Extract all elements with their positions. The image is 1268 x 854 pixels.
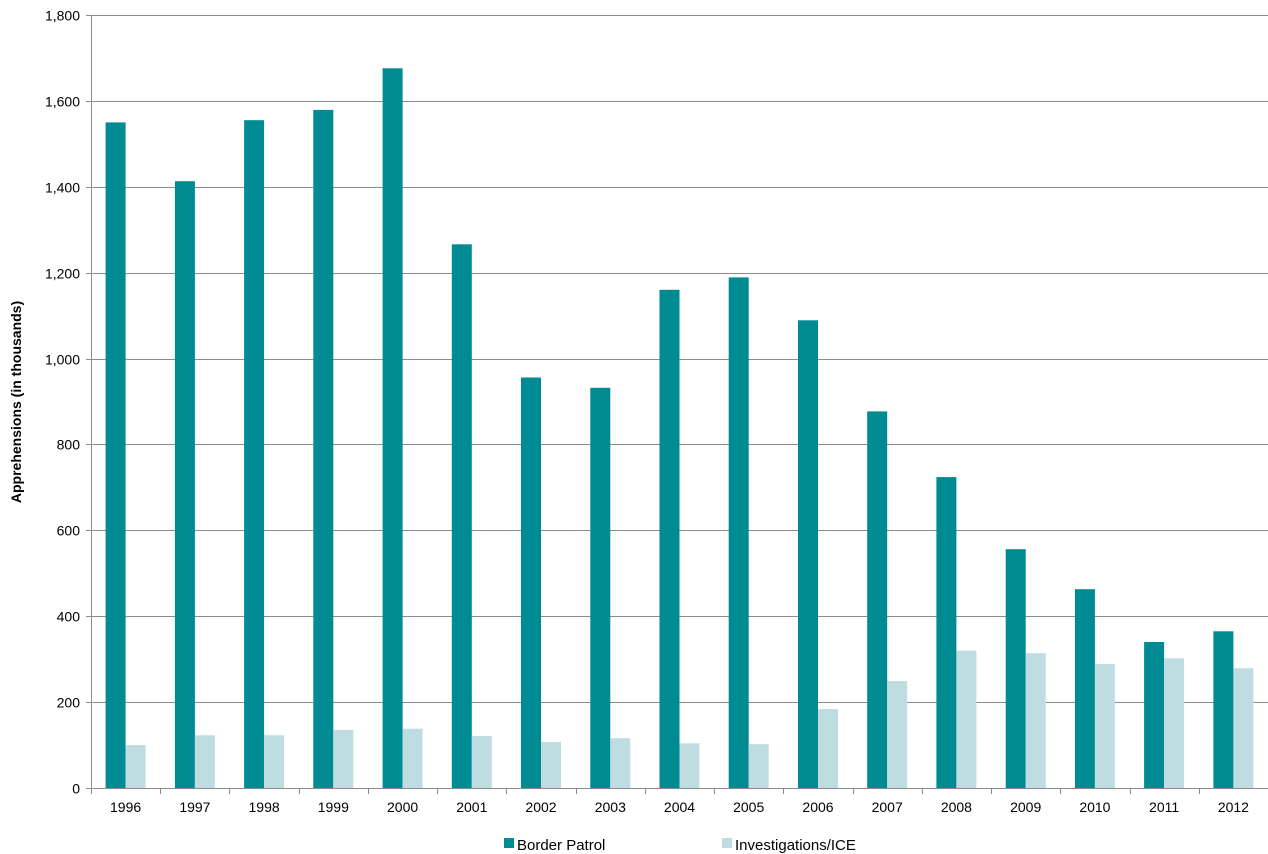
axes: [86, 15, 1268, 794]
bar-border-patrol: [174, 181, 195, 788]
bar-investigations-ice: [1025, 653, 1046, 788]
y-tick-label: 800: [57, 437, 81, 453]
bar-border-patrol: [451, 244, 472, 789]
x-tick-label: 2010: [1079, 799, 1110, 815]
x-tick-label: 1997: [179, 799, 210, 815]
legend-swatch-border-patrol: [504, 838, 514, 848]
bar-border-patrol: [1213, 631, 1234, 788]
y-tick-label: 400: [57, 609, 81, 625]
bars: [105, 68, 1254, 789]
bar-border-patrol: [728, 277, 749, 788]
bar-investigations-ice: [264, 735, 285, 788]
bar-border-patrol: [590, 387, 611, 788]
legend-label-border-patrol: Border Patrol: [517, 837, 605, 854]
x-tick-labels: 1996 1997 1998 1999 2000 2001 2002 2003 2004 2005…: [110, 799, 1249, 815]
x-tick-label: 2004: [664, 799, 695, 815]
bar-investigations-ice: [818, 709, 838, 788]
bar-investigations-ice: [1233, 668, 1254, 788]
bar-border-patrol: [936, 477, 957, 788]
bar-investigations-ice: [471, 736, 492, 788]
bar-investigations-ice: [887, 681, 908, 788]
x-tick-label: 2011: [1149, 799, 1179, 815]
y-tick-labels: 0 200 400 600 800 1,000 1,200 1,400 1,600 1,800: [45, 8, 80, 797]
x-tick-label: 2012: [1218, 799, 1249, 815]
y-tick-label: 200: [57, 695, 81, 711]
bar-border-patrol: [1074, 589, 1095, 788]
bar-investigations-ice: [679, 743, 700, 788]
x-tick-label: 2007: [872, 799, 903, 815]
bar-investigations-ice: [333, 730, 354, 788]
x-tick-label: 1998: [249, 799, 280, 815]
bar-border-patrol: [798, 320, 818, 788]
y-tick-label: 1,400: [45, 180, 80, 196]
bar-border-patrol: [244, 120, 265, 788]
y-tick-label: 1,800: [45, 8, 80, 24]
y-tick-label: 600: [57, 523, 81, 539]
bar-border-patrol: [659, 289, 680, 788]
x-tick-label: 1996: [110, 799, 141, 815]
bar-border-patrol: [521, 377, 541, 788]
bar-border-patrol: [313, 109, 334, 788]
bar-investigations-ice: [541, 742, 561, 788]
x-tick-label: 2005: [733, 799, 764, 815]
bar-border-patrol: [1005, 549, 1026, 788]
bar-investigations-ice: [1094, 663, 1115, 788]
bar-border-patrol: [1144, 642, 1165, 788]
bar-border-patrol: [105, 122, 126, 788]
bar-investigations-ice: [125, 745, 146, 788]
bar-investigations-ice: [1164, 658, 1185, 788]
x-tick-label: 2008: [941, 799, 972, 815]
x-tick-label: 2000: [387, 799, 418, 815]
x-tick-label: 1999: [318, 799, 349, 815]
bar-border-patrol: [867, 411, 888, 788]
bar-investigations-ice: [194, 735, 215, 788]
legend-label-investigations-ice: Investigations/ICE: [735, 837, 856, 854]
bar-investigations-ice: [956, 650, 977, 788]
x-tick-label: 2001: [456, 799, 487, 815]
x-tick-label: 2009: [1010, 799, 1041, 815]
y-tick-label: 0: [72, 781, 80, 797]
x-tick-label: 2006: [802, 799, 833, 815]
bar-border-patrol: [382, 68, 403, 789]
bar-investigations-ice: [748, 744, 769, 788]
legend: Border Patrol Investigations/ICE: [504, 837, 856, 854]
bar-investigations-ice: [610, 738, 631, 788]
y-tick-label: 1,600: [45, 94, 80, 110]
x-tick-label: 2003: [595, 799, 626, 815]
bar-investigations-ice: [402, 728, 423, 788]
x-tick-label: 2002: [525, 799, 556, 815]
y-tick-label: 1,200: [45, 266, 80, 282]
legend-swatch-investigations-ice: [722, 838, 732, 848]
y-tick-label: 1,000: [45, 352, 80, 368]
y-axis-label: Apprehensions (in thousands): [8, 301, 24, 503]
